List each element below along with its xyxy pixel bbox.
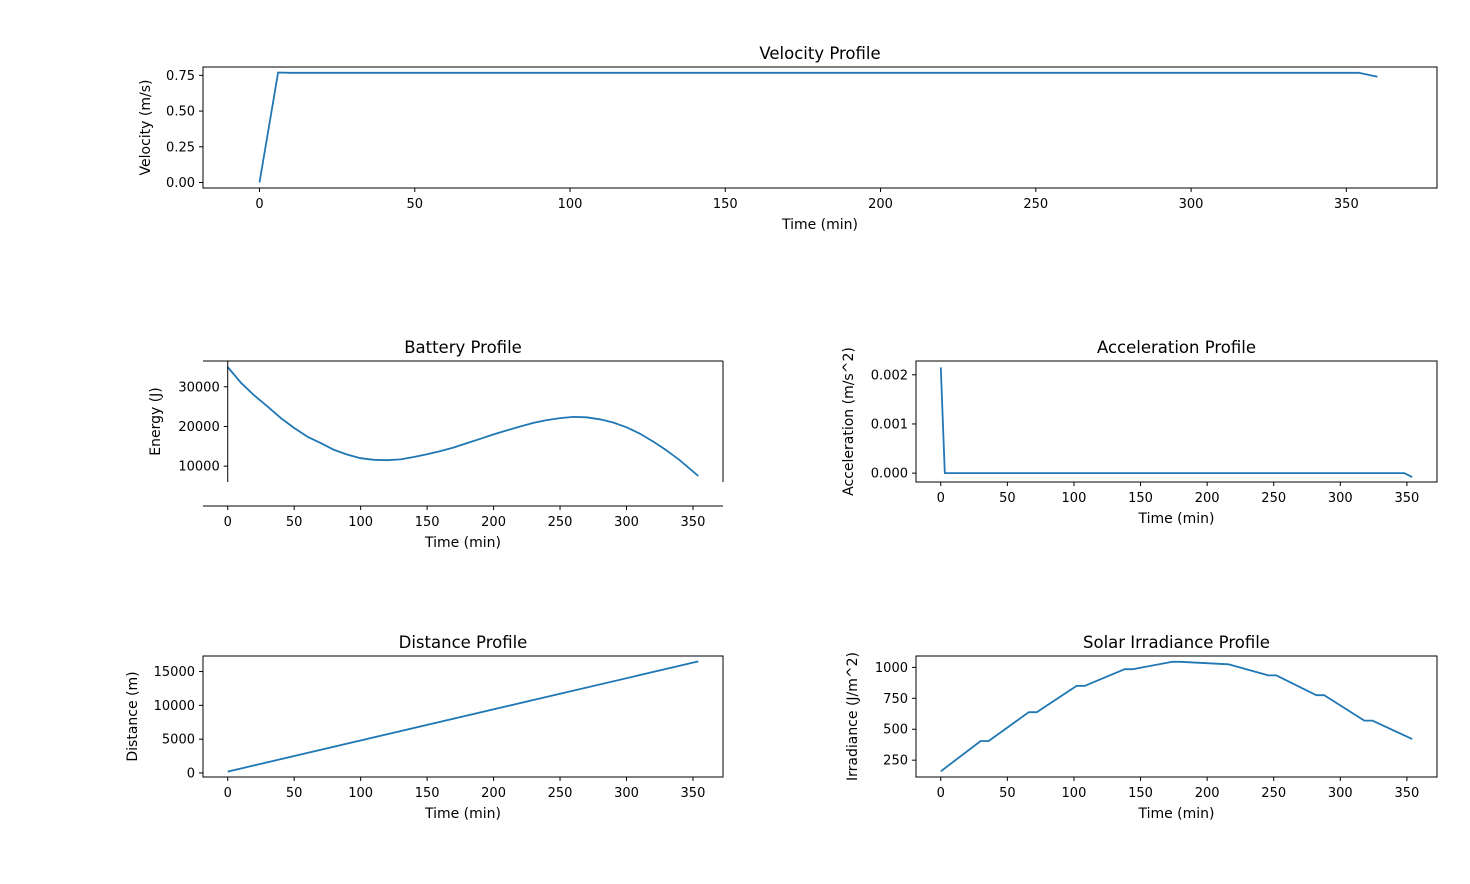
acceleration-xtick-label: 300	[1328, 491, 1353, 506]
velocity-xtick-label: 150	[713, 197, 738, 212]
irradiance-xtick-label: 0	[937, 786, 945, 801]
battery-xtick-label: 300	[614, 515, 639, 530]
distance-ytick-label: 10000	[154, 699, 195, 714]
battery-xtick-label: 250	[548, 515, 573, 530]
acceleration-title: Acceleration Profile	[1097, 338, 1256, 357]
velocity-ytick-label: 0.00	[166, 176, 195, 191]
velocity-xtick-label: 300	[1179, 197, 1204, 212]
acceleration-xlabel: Time (min)	[1137, 511, 1214, 527]
velocity-axes-frame	[202, 66, 1438, 189]
distance-ylabel: Distance (m)	[125, 671, 141, 761]
distance-series-line-0	[227, 660, 699, 773]
irradiance-xtick-label: 50	[999, 786, 1016, 801]
acceleration-chart: 0 50 100 150 200 250 300 350 0.000 0.001 0.002 Acce…	[841, 338, 1438, 527]
distance-title: Distance Profile	[399, 633, 528, 652]
velocity-ylabel: Velocity (m/s)	[138, 80, 154, 176]
distance-ytick-label: 15000	[154, 665, 195, 680]
battery-xtick-label: 100	[348, 515, 373, 530]
acceleration-xtick-label: 350	[1394, 491, 1419, 506]
battery-ytick-label: 20000	[178, 420, 219, 435]
acceleration-xtick-label: 0	[937, 491, 945, 506]
distance-xlabel: Time (min)	[424, 806, 501, 822]
battery-xtick-label: 0	[224, 515, 232, 530]
velocity-xtick-label: 50	[407, 197, 424, 212]
irradiance-title: Solar Irradiance Profile	[1083, 633, 1270, 652]
battery-series-line-0	[227, 366, 699, 477]
velocity-series-line-0	[258, 71, 1378, 183]
irradiance-xtick-label: 100	[1062, 786, 1087, 801]
velocity-chart: 0 50 100 150 200 250 300 350 0.00 0.25 0.50 0.75 Vel…	[138, 44, 1438, 233]
velocity-ytick-label: 0.50	[166, 105, 195, 120]
velocity-xtick-label: 250	[1023, 197, 1048, 212]
irradiance-series-line-0	[940, 660, 1413, 773]
distance-xtick-label: 100	[348, 786, 373, 801]
battery-xlabel: Time (min)	[424, 535, 501, 551]
irradiance-ytick-label: 250	[883, 754, 908, 769]
battery-xtick-label: 350	[681, 515, 706, 530]
irradiance-chart: 0 50 100 150 200 250 300 350 250 500 750 1000 Solar …	[845, 633, 1438, 822]
distance-xtick-label: 250	[548, 786, 573, 801]
irradiance-xtick-label: 200	[1195, 786, 1220, 801]
battery-ytick-label: 30000	[178, 380, 219, 395]
irradiance-axes-frame	[915, 655, 1438, 778]
irradiance-xlabel: Time (min)	[1137, 806, 1214, 822]
battery-ytick-label: 10000	[178, 460, 219, 475]
distance-xtick-label: 300	[614, 786, 639, 801]
acceleration-ytick-label: 0.002	[871, 368, 908, 383]
acceleration-xtick-label: 150	[1128, 491, 1153, 506]
distance-xtick-label: 0	[224, 786, 232, 801]
distance-chart: 0 50 100 150 200 250 300 350 0 5000 10000 15000 Dist…	[125, 633, 724, 822]
distance-xtick-label: 150	[415, 786, 440, 801]
acceleration-xtick-label: 250	[1261, 491, 1286, 506]
acceleration-ytick-label: 0.001	[871, 417, 908, 432]
distance-axes-frame	[202, 655, 724, 778]
velocity-xtick-label: 200	[868, 197, 893, 212]
acceleration-ylabel: Acceleration (m/s^2)	[841, 347, 857, 496]
acceleration-xtick-label: 50	[999, 491, 1016, 506]
acceleration-xtick-label: 100	[1062, 491, 1087, 506]
battery-ylabel: Energy (J)	[148, 387, 164, 456]
irradiance-xtick-label: 250	[1261, 786, 1286, 801]
irradiance-xtick-label: 350	[1394, 786, 1419, 801]
irradiance-ylabel: Irradiance (J/m^2)	[845, 652, 861, 781]
distance-ytick-label: 0	[187, 766, 195, 781]
irradiance-xtick-label: 300	[1328, 786, 1353, 801]
irradiance-ytick-label: 750	[883, 692, 908, 707]
acceleration-series-line-0	[939, 367, 1413, 478]
irradiance-ytick-label: 500	[883, 723, 908, 738]
distance-xtick-label: 50	[286, 786, 303, 801]
velocity-xtick-label: 100	[558, 197, 583, 212]
distance-xtick-label: 200	[481, 786, 506, 801]
velocity-xtick-label: 350	[1334, 197, 1359, 212]
distance-ytick-label: 5000	[162, 733, 195, 748]
irradiance-ytick-label: 1000	[875, 661, 908, 676]
irradiance-xtick-label: 150	[1128, 786, 1153, 801]
velocity-xtick-label: 0	[255, 197, 263, 212]
battery-title: Battery Profile	[404, 338, 522, 357]
battery-chart: 0 50 100 150 200 250 300 350 10000 20000 30000 Batt…	[148, 338, 724, 551]
distance-xtick-label: 350	[681, 786, 706, 801]
battery-xtick-label: 50	[286, 515, 303, 530]
acceleration-axes-frame	[915, 360, 1438, 483]
velocity-xlabel: Time (min)	[781, 217, 858, 233]
velocity-ytick-label: 0.25	[166, 140, 195, 155]
battery-xtick-label: 150	[415, 515, 440, 530]
acceleration-ytick-label: 0.000	[871, 467, 908, 482]
velocity-title: Velocity Profile	[759, 44, 880, 63]
acceleration-xtick-label: 200	[1195, 491, 1220, 506]
battery-xtick-label: 200	[481, 515, 506, 530]
velocity-ytick-label: 0.75	[166, 69, 195, 84]
